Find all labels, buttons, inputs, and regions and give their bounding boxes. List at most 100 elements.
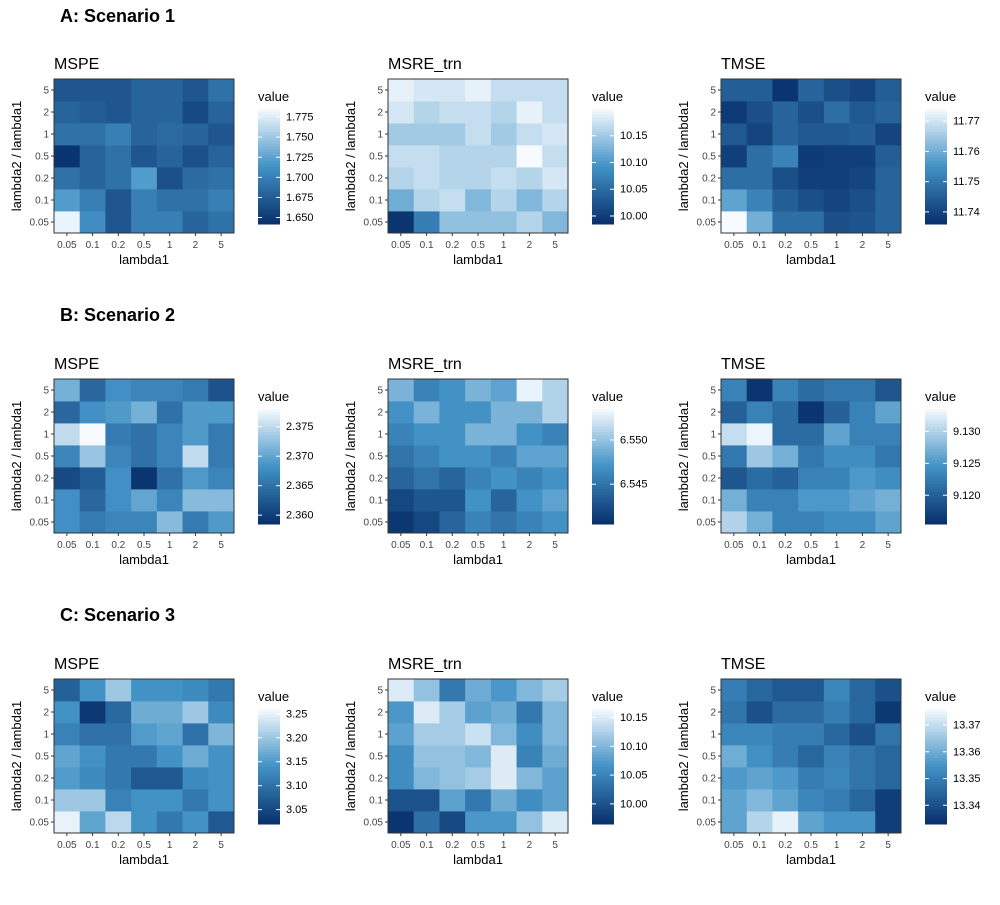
legend-tick-label: 3.25 (286, 708, 307, 720)
heatmap-cell (208, 745, 235, 768)
legend-gradient-step (925, 201, 947, 205)
legend-gradient-step (925, 437, 947, 442)
x-tick-label: 0.1 (86, 540, 100, 551)
x-tick-label: 2 (527, 540, 533, 551)
legend-gradient-step (592, 480, 614, 485)
legend-gradient-step (258, 709, 280, 713)
legend-gradient-step (925, 711, 947, 716)
legend-gradient-step (592, 203, 614, 208)
legend-gradient-step (592, 109, 614, 113)
legend-gradient-step (592, 795, 614, 799)
legend-gradient-step (258, 457, 280, 462)
y-tick-label: 0.2 (702, 474, 716, 485)
heatmap-cell (798, 789, 825, 812)
legend-tick-label: 10.15 (620, 712, 648, 724)
heatmap-cell (79, 401, 106, 424)
y-tick-label: 2 (710, 708, 716, 719)
heatmap-cell (208, 789, 235, 812)
legend-tick-label: 2.370 (286, 451, 314, 463)
legend-tick-label: 1.775 (286, 112, 314, 124)
heatmap-cell (208, 123, 235, 146)
heatmap-cell (208, 467, 235, 490)
heatmap-cell (182, 101, 209, 124)
y-tick-label: 2 (710, 408, 716, 419)
x-tick-label: 0.5 (804, 840, 818, 851)
heatmap-cell (54, 189, 81, 212)
panel-title: MSRE_trn (388, 656, 462, 673)
heatmap-cell (746, 401, 773, 424)
legend-gradient-step (258, 420, 280, 424)
heatmap-cell (131, 789, 158, 812)
x-tick-label: 0.5 (471, 240, 485, 251)
heatmap-cell (772, 679, 799, 702)
legend-gradient-step (258, 495, 280, 499)
legend-title: value (592, 89, 623, 104)
legend-gradient-step (592, 117, 614, 122)
legend-gradient-step (592, 760, 614, 765)
heatmap-cell (156, 445, 183, 468)
heatmap-cell (156, 723, 183, 746)
heatmap-cell (721, 123, 748, 146)
heatmap-cell (182, 445, 209, 468)
x-tick-label: 2 (860, 540, 866, 551)
heatmap-cell (798, 445, 825, 468)
legend-gradient-step (925, 809, 947, 814)
heatmap-cell (54, 145, 81, 168)
legend-gradient-step (258, 786, 280, 791)
legend-gradient-step (925, 175, 947, 179)
legend-gradient-step (592, 483, 614, 488)
legend-gradient-step (592, 512, 614, 516)
legend-gradient-step (925, 440, 947, 445)
legend-gradient-step (925, 195, 947, 199)
y-tick-label: 0.1 (369, 496, 383, 507)
heatmap-cell (79, 189, 106, 212)
x-tick-label: 1 (167, 240, 173, 251)
legend-gradient-step (258, 740, 280, 745)
heatmap-cell (798, 145, 825, 168)
legend-tick-label: 13.36 (953, 746, 981, 758)
legend-gradient-step (258, 737, 280, 742)
legend-gradient-step (258, 440, 280, 445)
legend-gradient-step (258, 769, 280, 773)
legend-gradient-step (258, 455, 280, 459)
y-tick-label: 5 (710, 86, 716, 97)
heatmap-cell (772, 789, 799, 812)
heatmap-cell (772, 811, 799, 834)
heatmap-cell (465, 423, 492, 446)
heatmap-cell (439, 467, 466, 490)
legend-gradient-step (592, 463, 614, 468)
y-tick-label: 1 (43, 730, 49, 741)
heatmap-cell (208, 189, 235, 212)
legend-tick-label: 3.15 (286, 756, 307, 768)
heatmap-cell (131, 145, 158, 168)
heatmap-cell (746, 79, 773, 102)
heatmap-cell (516, 145, 543, 168)
heatmap-cell (105, 79, 132, 102)
legend-gradient-step (258, 503, 280, 508)
heatmap-cell (875, 145, 902, 168)
heatmap-cell (798, 123, 825, 146)
heatmap-cell (465, 679, 492, 702)
legend-gradient-step (258, 460, 280, 465)
legend-gradient-step (258, 114, 280, 119)
heatmap-cell (156, 423, 183, 446)
heatmap-cell (542, 123, 569, 146)
heatmap-cell (490, 445, 517, 468)
heatmap-cell (105, 379, 132, 402)
legend-gradient-step (592, 757, 614, 762)
heatmap-panel: TMSE 0.05 0.1 0.2 0.5 1 2 5 0.05 0.1 0.2 0.5 1 2 5 lamb… (676, 56, 980, 267)
heatmap-cell (105, 145, 132, 168)
heatmap-cell (721, 423, 748, 446)
legend-title: value (258, 389, 289, 404)
heatmap-cell (516, 379, 543, 402)
heatmap-cell (54, 811, 81, 834)
legend-gradient-step (925, 414, 947, 419)
legend-gradient-step (925, 717, 947, 722)
y-tick-label: 0.2 (35, 474, 49, 485)
legend-gradient-step (592, 746, 614, 750)
legend-gradient-step (592, 440, 614, 445)
heatmap-cell (746, 701, 773, 724)
legend-gradient-step (258, 414, 280, 419)
heatmap-cell (208, 401, 235, 424)
legend-gradient-step (258, 111, 280, 116)
